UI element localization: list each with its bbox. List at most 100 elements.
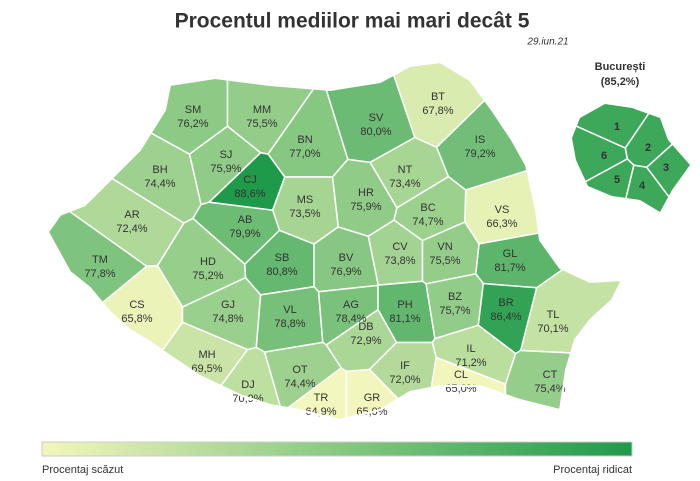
county-value: 74,4% (144, 178, 175, 190)
county-value: 77,0% (289, 148, 320, 160)
county-code: IL (466, 343, 475, 355)
county-code: BV (339, 252, 354, 264)
county-code: AB (238, 214, 253, 226)
county-code: MH (198, 349, 215, 361)
county-value: 75,9% (350, 201, 381, 213)
county-value: 75,7% (439, 305, 470, 317)
sector-label: 4 (639, 180, 646, 192)
county-value: 66,3% (486, 218, 517, 230)
county-code: CV (392, 241, 408, 253)
county-code: SB (275, 252, 290, 264)
county-code: TL (547, 309, 560, 321)
county-code: OT (292, 364, 308, 376)
county-code: CJ (243, 174, 256, 186)
sector-label: 6 (601, 150, 607, 162)
sector-label: 2 (645, 142, 651, 154)
county-value: 75,4% (534, 383, 565, 395)
sector (572, 104, 690, 150)
county-code: CS (129, 299, 144, 311)
county-value: 65,0% (445, 383, 476, 395)
title: Procentul mediilor mai mari decât 5 (175, 10, 530, 33)
county (345, 368, 441, 420)
county-value: 72,0% (389, 374, 420, 386)
county-code: NT (398, 164, 413, 176)
county-value: 64,9% (305, 406, 336, 418)
county-value: 69,5% (191, 363, 222, 375)
county-value: 65,8% (121, 313, 152, 325)
county-value: 72,9% (350, 335, 381, 347)
sector-label: 3 (663, 162, 669, 174)
legend-low: Procentaj scăzut (42, 464, 123, 476)
bucharest-value: (85,2%) (601, 76, 640, 88)
county-code: BN (297, 134, 312, 146)
county-code: BZ (448, 291, 462, 303)
county-value: 80,0% (360, 126, 391, 138)
county-code: HR (358, 187, 374, 199)
county-value: 73,4% (389, 178, 420, 190)
county-code: TM (92, 254, 108, 266)
county-value: 79,9% (229, 228, 260, 240)
county-value: 79,2% (464, 148, 495, 160)
county-code: TR (314, 392, 329, 404)
county-code: BC (420, 202, 435, 214)
county-value: 81,1% (389, 313, 420, 325)
county-value: 73,5% (289, 208, 320, 220)
county-code: BR (498, 297, 513, 309)
county-value: 72,4% (116, 223, 147, 235)
sector-label: 5 (614, 174, 620, 186)
county-code: VS (495, 204, 510, 216)
county-code: BT (431, 91, 445, 103)
county-value: 88,6% (234, 188, 265, 200)
county-code: SM (185, 104, 202, 116)
county-code: VN (437, 241, 452, 253)
county-code: MM (253, 104, 271, 116)
county-value: 74,7% (412, 216, 443, 228)
county-value: 75,2% (192, 270, 223, 282)
county-code: DJ (241, 379, 254, 391)
country-outline (46, 60, 624, 422)
county-value: 76,2% (177, 118, 208, 130)
county (504, 349, 622, 420)
date: 29.iun.21 (526, 37, 568, 48)
county-code: HD (200, 256, 216, 268)
sector-label: 1 (614, 121, 620, 133)
county-value: 76,9% (330, 266, 361, 278)
county-code: MS (297, 194, 314, 206)
county-code: CL (454, 369, 468, 381)
sector (624, 104, 690, 169)
legend-high: Procentaj ridicat (553, 464, 632, 476)
county-value: 74,4% (284, 378, 315, 390)
legend-bar (41, 441, 633, 457)
county-value: 86,4% (490, 311, 521, 323)
label-layer: BT 67,8% SM 76,2% MM 75,5% SV 80,0% BN 77,0% IS 79,… (84, 91, 669, 418)
county-value: 70,1% (537, 323, 568, 335)
county-value: 74,8% (212, 313, 243, 325)
county-code: DB (358, 321, 373, 333)
county-value: 75,5% (429, 255, 460, 267)
sector (572, 164, 690, 212)
county-code: BH (152, 164, 167, 176)
county-code: AG (343, 299, 359, 311)
county-code: VL (283, 304, 296, 316)
county-code: GJ (221, 299, 235, 311)
county-value: 81,7% (494, 262, 525, 274)
county-code: CT (543, 369, 558, 381)
county-value: 75,9% (210, 163, 241, 175)
county-value: 71,2% (455, 357, 486, 369)
county-value: 78,4% (335, 313, 366, 325)
county-value: 75,5% (246, 118, 277, 130)
county-code: GL (503, 248, 518, 260)
bucharest-name: București (595, 61, 646, 73)
sector (572, 104, 629, 212)
county-code: GR (364, 392, 381, 404)
county-code: PH (397, 299, 412, 311)
county-value: 67,8% (422, 105, 453, 117)
county-code: AR (124, 209, 139, 221)
county-value: 77,8% (84, 268, 115, 280)
county-code: SJ (220, 149, 233, 161)
county-value: 78,8% (274, 318, 305, 330)
county-code: IF (400, 360, 410, 372)
county-value: 80,8% (266, 266, 297, 278)
county-value: 73,8% (384, 255, 415, 267)
